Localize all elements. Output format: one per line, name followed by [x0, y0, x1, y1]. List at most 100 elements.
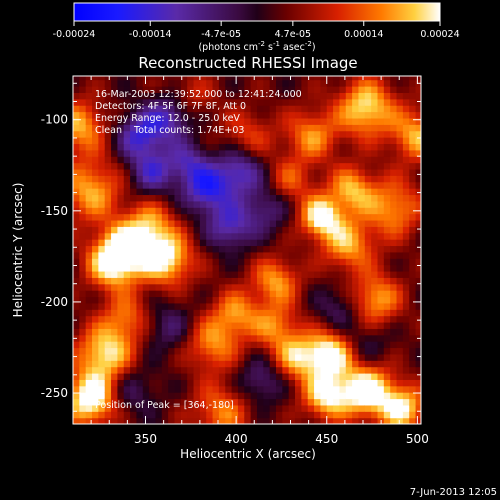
- heatmap-cell: [390, 341, 398, 349]
- heatmap-cell: [282, 188, 290, 196]
- heatmap-cell: [111, 283, 118, 291]
- heatmap-cell: [174, 105, 182, 113]
- heatmap-cell: [187, 181, 195, 189]
- heatmap-cell: [345, 219, 353, 227]
- heatmap-cell: [333, 328, 341, 336]
- heatmap-cell: [244, 372, 252, 380]
- heatmap-cell: [345, 86, 353, 93]
- heatmap-cell: [73, 239, 80, 247]
- heatmap-cell: [333, 372, 341, 380]
- heatmap-cell: [206, 290, 214, 298]
- heatmap-cell: [263, 251, 271, 259]
- heatmap-cell: [402, 347, 410, 355]
- heatmap-cell: [396, 372, 404, 380]
- heatmap-cell: [244, 379, 252, 387]
- heatmap-cell: [282, 315, 290, 323]
- heatmap-cell: [206, 321, 214, 329]
- heatmap-cell: [415, 296, 421, 304]
- heatmap-cell: [104, 360, 112, 368]
- heatmap-cell: [187, 385, 195, 393]
- heatmap-cell: [250, 277, 258, 285]
- heatmap-cell: [244, 181, 252, 189]
- heatmap-cell: [339, 137, 347, 145]
- heatmap-cell: [250, 181, 258, 189]
- heatmap-cell: [92, 162, 99, 170]
- heatmap-cell: [263, 105, 271, 113]
- heatmap-cell: [218, 404, 226, 412]
- heatmap-cell: [79, 270, 87, 278]
- heatmap-cell: [149, 379, 157, 387]
- heatmap-cell: [111, 92, 118, 100]
- heatmap-cell: [333, 321, 341, 329]
- heatmap-cell: [212, 315, 220, 323]
- heatmap-cell: [396, 149, 404, 157]
- heatmap-cell: [98, 213, 106, 221]
- heatmap-cell: [295, 366, 302, 374]
- heatmap-cell: [92, 417, 99, 424]
- heatmap-cell: [371, 270, 379, 278]
- heatmap-cell: [130, 117, 138, 125]
- heatmap-cell: [263, 270, 271, 278]
- heatmap-cell: [79, 309, 87, 317]
- heatmap-cell: [295, 175, 302, 183]
- heatmap-cell: [301, 245, 309, 253]
- heatmap-cell: [326, 219, 334, 227]
- heatmap-cell: [333, 86, 341, 93]
- heatmap-cell: [168, 79, 176, 87]
- heatmap-cell: [409, 111, 417, 119]
- heatmap-cell: [136, 98, 144, 106]
- heatmap-cell: [256, 79, 264, 87]
- heatmap-cell: [320, 321, 328, 329]
- heatmap-cell: [142, 404, 150, 412]
- heatmap-cell: [352, 321, 360, 329]
- heatmap-cell: [98, 411, 106, 419]
- heatmap-cell: [301, 398, 309, 406]
- heatmap-cell: [218, 207, 226, 215]
- heatmap-cell: [256, 385, 264, 393]
- heatmap-cell: [371, 79, 379, 87]
- heatmap-cell: [187, 130, 195, 138]
- heatmap-cell: [161, 334, 169, 342]
- heatmap-cell: [212, 98, 220, 106]
- heatmap-cell: [282, 270, 290, 278]
- heatmap-cell: [415, 156, 421, 164]
- heatmap-cell: [193, 156, 201, 164]
- heatmap-cell: [193, 315, 201, 323]
- heatmap-cell: [314, 213, 321, 221]
- heatmap-cell: [174, 315, 182, 323]
- heatmap-cell: [244, 143, 252, 151]
- heatmap-cell: [409, 264, 417, 272]
- heatmap-cell: [104, 175, 112, 183]
- heatmap-cell: [98, 258, 106, 266]
- heatmap-cell: [282, 283, 290, 291]
- heatmap-cell: [212, 385, 220, 393]
- heatmap-cell: [136, 341, 144, 349]
- heatmap-cell: [276, 417, 283, 424]
- heatmap-cell: [244, 188, 252, 196]
- heatmap-cell: [187, 315, 195, 323]
- heatmap-cell: [307, 156, 315, 164]
- heatmap-cell: [383, 117, 391, 125]
- heatmap-cell: [383, 149, 391, 157]
- heatmap-cell: [314, 124, 321, 132]
- heatmap-cell: [193, 302, 201, 310]
- heatmap-cell: [98, 219, 106, 227]
- heatmap-cell: [130, 130, 138, 138]
- heatmap-cell: [180, 245, 188, 253]
- heatmap-cell: [123, 379, 131, 387]
- heatmap-cell: [174, 277, 182, 285]
- heatmap-cell: [256, 245, 264, 253]
- heatmap-cell: [339, 175, 347, 183]
- heatmap-cell: [161, 251, 169, 259]
- heatmap-cell: [402, 372, 410, 380]
- heatmap-cell: [409, 328, 417, 336]
- heatmap-cell: [352, 353, 360, 361]
- heatmap-cell: [383, 277, 391, 285]
- heatmap-cell: [136, 105, 144, 113]
- heatmap-cell: [237, 392, 245, 400]
- heatmap-cell: [276, 290, 283, 298]
- heatmap-cell: [383, 392, 391, 400]
- heatmap-cell: [339, 117, 347, 125]
- heatmap-cell: [345, 366, 353, 374]
- heatmap-cell: [301, 181, 309, 189]
